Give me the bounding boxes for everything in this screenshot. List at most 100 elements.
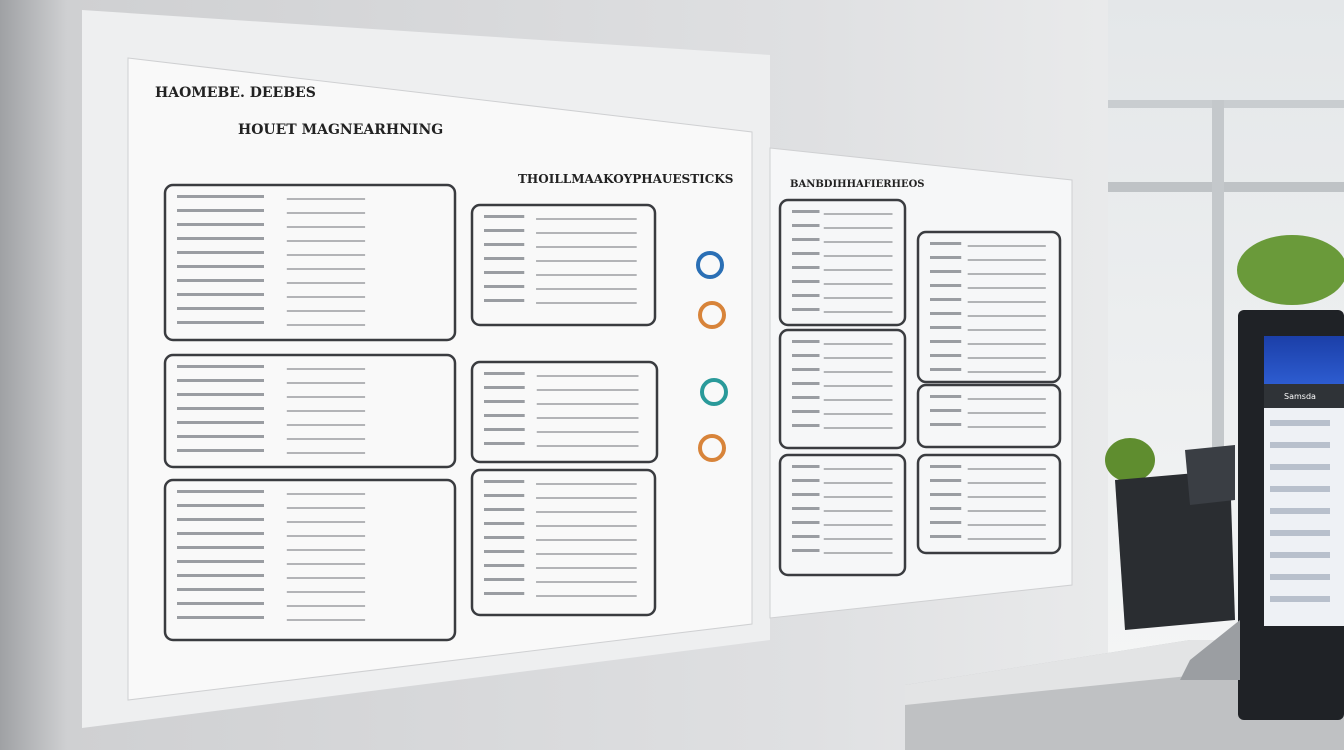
screen-row — [1270, 508, 1330, 514]
text-bar — [484, 578, 525, 581]
table-box — [916, 230, 1062, 384]
text-bar — [792, 368, 820, 371]
text-bar — [177, 279, 264, 282]
plant — [1237, 235, 1344, 305]
screen-row — [1270, 464, 1330, 470]
table-box — [163, 478, 457, 642]
text-bar — [930, 270, 962, 273]
text-bar — [792, 465, 820, 468]
screen-row — [1270, 574, 1330, 580]
text-bar — [484, 372, 525, 375]
text-bar — [930, 465, 962, 468]
right-poster — [769, 147, 1073, 619]
text-bar — [792, 493, 820, 496]
screen-row — [1270, 420, 1330, 426]
text-bar — [177, 407, 264, 410]
text-bar — [792, 238, 820, 241]
text-bar — [930, 493, 962, 496]
text-bar — [484, 480, 525, 483]
table-box — [778, 328, 907, 450]
text-bar — [484, 494, 525, 497]
text-bar — [484, 414, 525, 417]
text-bar — [930, 521, 962, 524]
text-bar — [177, 602, 264, 605]
text-bar — [930, 535, 962, 538]
chair — [1115, 470, 1235, 630]
table-box — [163, 183, 457, 342]
text-bar — [484, 442, 525, 445]
text-bar — [484, 271, 525, 274]
screen-label: Samsda — [1284, 392, 1316, 401]
text-bar — [484, 285, 525, 288]
icon — [700, 378, 728, 406]
text-bar — [792, 266, 820, 269]
text-bar — [177, 293, 264, 296]
text-bar — [484, 550, 525, 553]
text-bar — [930, 354, 962, 357]
text-bar — [177, 237, 264, 240]
text-bar — [484, 592, 525, 595]
text-bar — [484, 299, 525, 302]
text-bar — [177, 546, 264, 549]
text-bar — [930, 326, 962, 329]
text-bar — [177, 223, 264, 226]
table-box — [916, 383, 1062, 449]
text-bar — [177, 532, 264, 535]
text-bar — [792, 549, 820, 552]
text-bar — [930, 479, 962, 482]
text-bar — [930, 423, 962, 426]
text-bar — [177, 574, 264, 577]
text-bar — [177, 588, 264, 591]
text-bar — [930, 507, 962, 510]
text-bar — [177, 307, 264, 310]
text-bar — [930, 284, 962, 287]
text-bar — [792, 424, 820, 427]
screen-header — [1264, 336, 1344, 384]
screen-row — [1270, 596, 1330, 602]
text-bar — [177, 393, 264, 396]
text-bar — [177, 490, 264, 493]
text-bar — [792, 294, 820, 297]
text-bar — [792, 280, 820, 283]
screen-row — [1270, 486, 1330, 492]
screen-row — [1270, 530, 1330, 536]
poster-title: HAOMEBE. DEEBES — [155, 85, 316, 101]
text-bar — [177, 265, 264, 268]
text-bar — [792, 396, 820, 399]
table-box — [778, 453, 907, 577]
window-frame — [1108, 100, 1344, 108]
screen-toolbar — [1264, 384, 1344, 408]
text-bar — [177, 504, 264, 507]
text-bar — [792, 354, 820, 357]
text-bar — [177, 616, 264, 619]
text-bar — [792, 479, 820, 482]
text-bar — [484, 215, 525, 218]
table-box — [470, 203, 657, 327]
table-box — [778, 198, 907, 327]
monitor-stand — [1180, 620, 1240, 680]
text-bar — [930, 256, 962, 259]
text-bar — [484, 522, 525, 525]
text-bar — [930, 409, 962, 412]
text-bar — [484, 400, 525, 403]
text-bar — [177, 321, 264, 324]
text-bar — [484, 428, 525, 431]
plant — [1105, 438, 1155, 482]
screen-row — [1270, 442, 1330, 448]
text-bar — [484, 564, 525, 567]
text-bar — [177, 518, 264, 521]
text-bar — [177, 209, 264, 212]
poster-title: BANBDIHHAFIERHEOS — [790, 179, 925, 190]
window-frame — [1108, 182, 1344, 192]
text-bar — [484, 386, 525, 389]
text-bar — [930, 340, 962, 343]
text-bar — [930, 242, 962, 245]
screen-row — [1270, 552, 1330, 558]
text-bar — [484, 229, 525, 232]
text-bar — [792, 308, 820, 311]
text-bar — [792, 210, 820, 213]
text-bar — [792, 521, 820, 524]
text-bar — [484, 536, 525, 539]
